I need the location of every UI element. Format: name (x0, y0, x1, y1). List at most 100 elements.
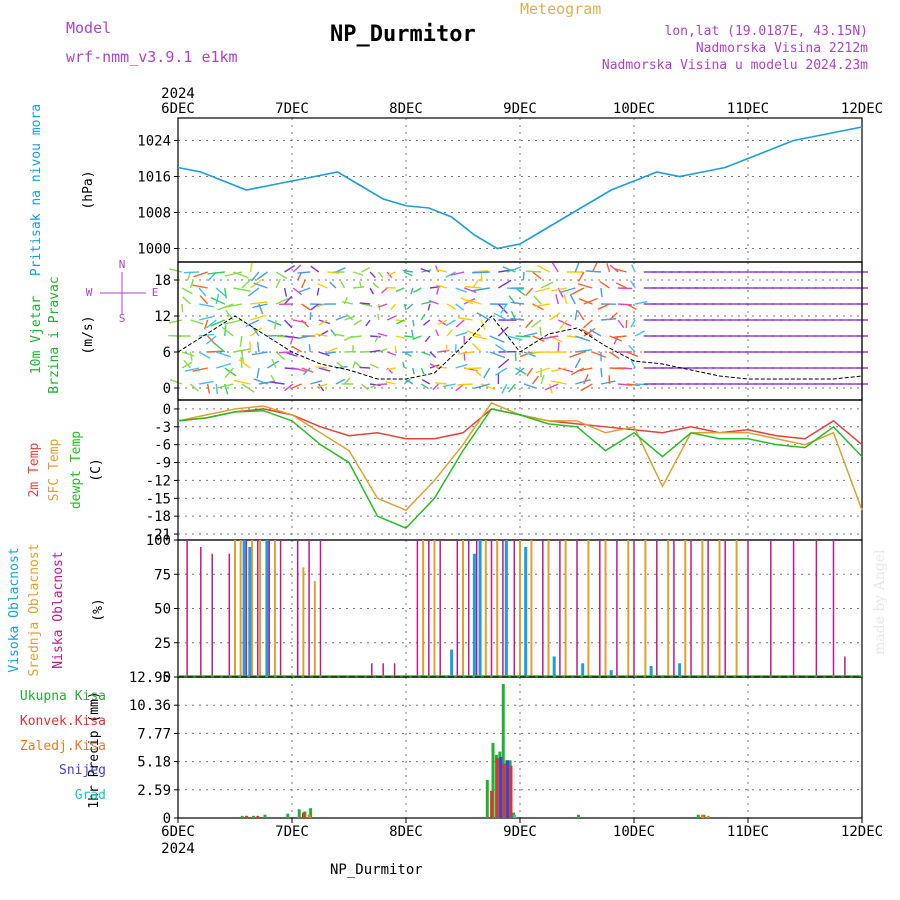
wind-barb (372, 282, 380, 289)
wind-barb (455, 363, 468, 369)
wind-barb (406, 303, 414, 310)
wind-barb (224, 271, 243, 277)
wind-barb (446, 303, 457, 310)
wind-barb (429, 351, 437, 358)
wind-barb (225, 309, 234, 321)
wind-barb (310, 380, 323, 385)
wind-barb (387, 271, 397, 277)
wind-barb (267, 360, 280, 369)
wind-barb (480, 383, 496, 391)
wind-barb (333, 333, 345, 337)
wind-barb (215, 287, 227, 297)
wind-barb (589, 328, 602, 337)
wind-barb (471, 343, 482, 353)
wind-barb (472, 287, 490, 292)
wind-barb (385, 367, 396, 371)
wind-barb (501, 383, 508, 394)
wind-barb (189, 279, 195, 289)
wind-barb (497, 358, 510, 369)
wind-barb (359, 366, 371, 369)
wind-barb (215, 362, 232, 369)
pressure-ylabel: Pritisak na nivou mora (29, 104, 44, 276)
wind-barb (631, 264, 636, 273)
wind-barb (609, 351, 620, 360)
precip-bar (506, 760, 510, 818)
wind-barb (198, 303, 214, 308)
precip-legend-item: Grad (75, 788, 106, 803)
wind-unit-label: (m/s) (81, 315, 96, 354)
wind-barb (420, 267, 431, 273)
wind-barb (298, 287, 311, 293)
x-tick-label-top: 7DEC (275, 101, 309, 117)
wind-barb (600, 318, 617, 321)
x-tick-label-bottom: 8DEC (389, 824, 423, 840)
wind-barb (533, 295, 542, 305)
wind-barb (600, 380, 616, 385)
wind-barb (377, 332, 388, 337)
wind-barb (198, 351, 211, 359)
wind-barb (495, 344, 508, 353)
wind-barb (385, 381, 396, 385)
wind-barb (583, 297, 599, 305)
wind-barb (193, 271, 208, 278)
wind-barb (369, 271, 376, 279)
wind-barb (199, 333, 215, 337)
wind-barb (436, 287, 440, 295)
wind-barb (214, 342, 226, 353)
precip-bar (501, 684, 505, 818)
wind-barb (199, 295, 209, 305)
wind-ylabel-2: Brzina i Pravac (47, 276, 62, 393)
temp-ylabel-dewpt: dewpt Temp (69, 431, 84, 509)
wind-barb (329, 281, 337, 289)
model-name: wrf-nmm_v3.9.1 e1km (66, 48, 238, 66)
wind-barb (336, 362, 345, 369)
wind-barb (402, 361, 405, 369)
wind-barb (275, 297, 289, 305)
precip-ylabel: 1hr Precip (mm) (87, 691, 102, 808)
wind-barb (344, 315, 355, 321)
y-tick-label: -18 (146, 509, 171, 525)
wind-barb (233, 287, 251, 292)
wind-barb (510, 317, 525, 321)
wind-barb (284, 383, 294, 392)
wind-barb (497, 303, 508, 314)
y-tick-label: 6 (163, 345, 171, 361)
wind-barb (275, 278, 281, 289)
wind-barb (421, 301, 432, 305)
wind-barb (463, 287, 477, 294)
x-tick-label-bottom: 11DEC (727, 824, 769, 840)
wind-barb (432, 383, 440, 391)
precip-bar (706, 815, 710, 818)
wind-barb (606, 263, 611, 273)
wind-barb (540, 281, 554, 289)
wind-barb (494, 312, 508, 321)
wind-barb (247, 287, 260, 297)
precip-bar (297, 809, 301, 818)
wind-barb (574, 309, 578, 321)
wind-barb (583, 373, 589, 385)
precip-bar (307, 814, 311, 818)
wind-barb (309, 312, 312, 321)
wind-barb (532, 303, 544, 311)
wind-barb (609, 264, 619, 273)
wind-barb (324, 351, 337, 355)
cloud-ylabel-mid: Srednja Oblacnost (27, 543, 42, 676)
precip-legend-item: Konvek.Kisa (20, 714, 106, 729)
wind-barb (318, 351, 330, 357)
wind-barb (423, 319, 431, 326)
precip-bar (700, 814, 704, 818)
y-tick-label: -12 (146, 473, 171, 489)
wind-barb (575, 335, 591, 342)
wind-barb (273, 319, 277, 330)
wind-barb (523, 383, 537, 389)
wind-barb (404, 335, 415, 338)
wind-barb (429, 285, 441, 289)
wind-barb (292, 287, 303, 296)
wind-barb (378, 347, 388, 353)
wind-barb (563, 293, 568, 305)
wind-barb (207, 271, 225, 275)
wind-barb (198, 287, 207, 297)
wind-barb (253, 378, 268, 385)
wind-barb (457, 351, 473, 355)
